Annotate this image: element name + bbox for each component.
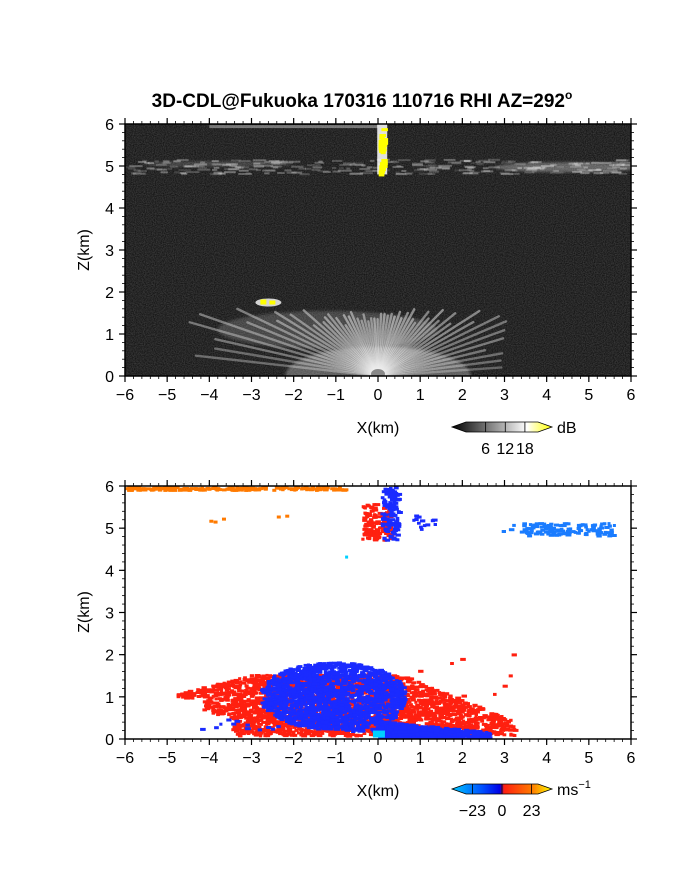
intensity-colorbar-tick-label: 18: [516, 441, 534, 458]
intensity-ylabel: Z(km): [76, 229, 93, 271]
isolated-return: [345, 555, 349, 559]
negative-velocity-cloud: [380, 486, 403, 542]
intensity-ytick-label: 6: [105, 117, 114, 134]
intensity-features: [126, 124, 631, 376]
velocity-xtick-label: −6: [116, 750, 134, 767]
intensity-xtick-label: 4: [542, 387, 551, 404]
intensity-colorbar-tick-label: 6: [481, 441, 490, 458]
intensity-ytick-label: 5: [105, 159, 114, 176]
velocity-xlabel: X(km): [357, 783, 400, 800]
velocity-xtick-label: 2: [458, 750, 467, 767]
velocity-xtick-label: 0: [374, 750, 383, 767]
intensity-ytick-label: 3: [105, 243, 114, 260]
figure-title: 3D-CDL@Fukuoka 170316 110716 RHI AZ=292o: [152, 88, 573, 112]
velocity-colorbar-unit: ms−1: [557, 779, 591, 799]
velocity-xtick-label: −4: [200, 750, 218, 767]
velocity-colorbar-tick-label: −23: [459, 803, 486, 820]
intensity-colorbar: dB 6 12 18: [450, 420, 577, 458]
intensity-xtick-label: 2: [458, 387, 467, 404]
velocity-xtick-label: −1: [327, 750, 345, 767]
intensity-xtick-label: −1: [327, 387, 345, 404]
velocity-ytick-label: 0: [105, 732, 114, 749]
velocity-ytick-label: 2: [105, 648, 114, 665]
intensity-colorbar-tick-label: 12: [496, 441, 514, 458]
intensity-xtick-label: −2: [285, 387, 303, 404]
velocity-xtick-label: 3: [500, 750, 509, 767]
strong-return-column: [377, 124, 389, 177]
fan-glow: [285, 346, 471, 376]
velocity-ytick-label: 3: [105, 606, 114, 623]
velocity-ytick-label: 4: [105, 563, 114, 580]
negative-velocity-region: [260, 661, 408, 733]
fan-haze: [217, 310, 438, 349]
intensity-xtick-label: 1: [416, 387, 425, 404]
velocity-xtick-label: 5: [584, 750, 593, 767]
upper-positive-layer: [125, 486, 349, 492]
negative-velocity-near-ground: [378, 720, 493, 739]
velocity-xtick-label: 1: [416, 750, 425, 767]
intensity-xtick-label: 0: [374, 387, 383, 404]
intensity-xtick-label: 3: [500, 387, 509, 404]
intensity-ytick-label: 0: [105, 369, 114, 386]
velocity-colorbar-tick-label: 0: [498, 803, 507, 820]
velocity-xtick-label: −5: [158, 750, 176, 767]
velocity-xtick-label: 4: [542, 750, 551, 767]
intensity-ytick-label: 2: [105, 285, 114, 302]
velocity-features: [125, 486, 617, 739]
velocity-ytick-label: 6: [105, 479, 114, 496]
intensity-xtick-label: −4: [200, 387, 218, 404]
near-zero-return: [372, 730, 385, 738]
intensity-xtick-label: −3: [242, 387, 260, 404]
intensity-xtick-label: −6: [116, 387, 134, 404]
velocity-xtick-label: −3: [242, 750, 260, 767]
velocity-ytick-label: 1: [105, 690, 114, 707]
intensity-ytick-label: 4: [105, 201, 114, 218]
negative-velocity-scatter: [200, 718, 281, 732]
strong-return-spot: [255, 298, 282, 307]
intensity-xlabel: X(km): [357, 420, 400, 437]
positive-velocity-speckles: [209, 514, 290, 524]
velocity-xtick-label: 6: [627, 750, 636, 767]
upper-layer: [209, 125, 378, 129]
intensity-xtick-label: 5: [584, 387, 593, 404]
velocity-colorbar: ms−1 −23 0 23: [450, 779, 591, 820]
velocity-ylabel: Z(km): [76, 591, 93, 633]
lidar-origin: [371, 369, 385, 376]
intensity-ytick-label: 1: [105, 327, 114, 344]
velocity-ytick-label: 5: [105, 521, 114, 538]
velocity-xtick-label: −2: [285, 750, 303, 767]
intensity-xtick-label: 6: [627, 387, 636, 404]
negative-velocity-cloud-scatter: [412, 514, 438, 531]
negative-velocity-layer: [501, 522, 617, 538]
velocity-colorbar-tick-label: 23: [523, 803, 541, 820]
intensity-xtick-label: −5: [158, 387, 176, 404]
intensity-colorbar-unit: dB: [557, 420, 577, 437]
